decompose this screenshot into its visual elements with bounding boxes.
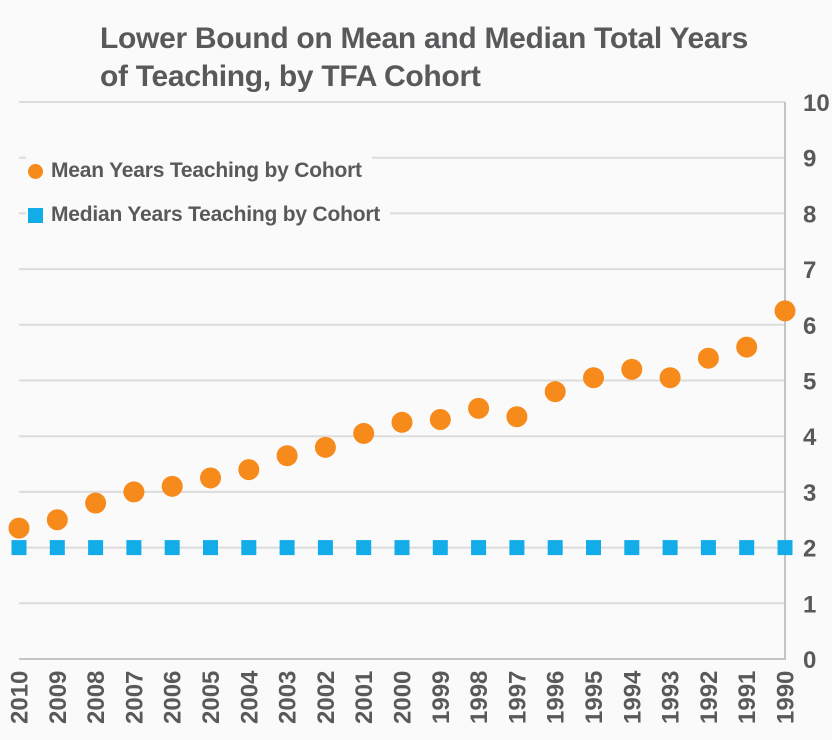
y-tick-label-0: 0 xyxy=(803,647,816,674)
y-tick-label-3: 3 xyxy=(803,480,816,507)
x-tick-label-1995: 1995 xyxy=(581,671,608,724)
x-tick-label-1997: 1997 xyxy=(504,671,531,724)
mean-series-circle-icon xyxy=(28,163,43,179)
y-tick-label-8: 8 xyxy=(803,201,816,228)
data-point-median-2007 xyxy=(126,540,142,556)
chart-title-line-1: Lower Bound on Mean and Median Total Yea… xyxy=(100,22,749,55)
data-point-mean-1999 xyxy=(429,408,451,430)
data-point-mean-2003 xyxy=(276,445,298,467)
legend-label-median: Median Years Teaching by Cohort xyxy=(51,203,381,226)
y-tick-label-1: 1 xyxy=(803,591,816,618)
data-point-mean-1991 xyxy=(736,336,758,358)
data-point-mean-2001 xyxy=(353,422,375,444)
x-tick-label-2009: 2009 xyxy=(45,671,72,724)
y-tick-label-4: 4 xyxy=(803,424,817,451)
legend-label-mean: Mean Years Teaching by Cohort xyxy=(51,159,362,182)
data-point-median-2002 xyxy=(317,540,333,556)
x-tick-label-1996: 1996 xyxy=(543,671,570,724)
data-point-mean-2006 xyxy=(161,475,183,497)
data-point-median-1999 xyxy=(432,540,448,556)
x-tick-label-1999: 1999 xyxy=(428,671,455,724)
data-point-mean-1994 xyxy=(621,358,643,380)
legend-item-median: Median Years Teaching by Cohort xyxy=(26,200,391,230)
data-point-median-2006 xyxy=(164,540,180,556)
data-point-mean-1993 xyxy=(659,367,681,389)
data-point-mean-1992 xyxy=(697,347,719,369)
data-point-median-2008 xyxy=(88,540,104,556)
x-tick-label-2001: 2001 xyxy=(351,671,378,724)
data-point-median-1992 xyxy=(700,540,716,556)
x-tick-label-2007: 2007 xyxy=(121,671,148,724)
x-tick-label-1991: 1991 xyxy=(734,671,761,724)
data-point-mean-2004 xyxy=(238,459,260,481)
data-point-median-2001 xyxy=(356,540,372,556)
y-tick-label-10: 10 xyxy=(803,90,830,117)
data-point-mean-1995 xyxy=(583,367,604,389)
x-tick-label-2008: 2008 xyxy=(83,671,110,724)
data-point-mean-2010 xyxy=(8,517,30,539)
x-tick-label-1990: 1990 xyxy=(773,671,800,724)
data-point-median-1990 xyxy=(777,540,793,556)
x-tick-label-1994: 1994 xyxy=(619,670,646,724)
x-tick-label-2002: 2002 xyxy=(313,671,340,724)
x-tick-label-2010: 2010 xyxy=(7,671,34,724)
data-point-mean-2000 xyxy=(391,411,413,433)
data-point-median-2004 xyxy=(241,540,257,556)
data-point-median-2000 xyxy=(394,540,410,556)
x-tick-label-2000: 2000 xyxy=(390,671,417,724)
x-tick-label-2006: 2006 xyxy=(160,671,187,724)
chart-title: Lower Bound on Mean and Median Total Yea… xyxy=(100,20,748,96)
data-point-mean-1997 xyxy=(506,406,528,428)
data-point-median-2009 xyxy=(49,540,65,556)
x-tick-label-1992: 1992 xyxy=(696,671,723,724)
x-tick-label-1993: 1993 xyxy=(658,671,685,724)
data-point-median-2003 xyxy=(279,540,295,556)
data-point-median-1994 xyxy=(624,540,640,556)
data-point-mean-2005 xyxy=(200,467,221,489)
data-point-median-2005 xyxy=(203,540,218,556)
x-tick-label-1998: 1998 xyxy=(466,671,493,724)
x-tick-label-2003: 2003 xyxy=(275,671,302,724)
data-point-mean-2007 xyxy=(123,481,145,503)
data-point-median-2010 xyxy=(11,540,27,556)
data-point-mean-1998 xyxy=(468,397,490,419)
y-tick-label-6: 6 xyxy=(803,313,816,340)
data-point-median-1998 xyxy=(471,540,487,556)
data-point-median-1996 xyxy=(547,540,563,556)
x-tick-label-2004: 2004 xyxy=(236,670,263,724)
x-tick-label-2005: 2005 xyxy=(198,671,225,724)
data-point-median-1993 xyxy=(662,540,678,556)
data-point-median-1995 xyxy=(586,540,601,556)
median-series-square-icon xyxy=(28,207,43,223)
data-point-mean-2008 xyxy=(85,492,107,514)
legend-item-mean: Mean Years Teaching by Cohort xyxy=(26,156,372,186)
y-tick-label-2: 2 xyxy=(803,536,816,563)
data-point-mean-1996 xyxy=(544,381,566,403)
data-point-median-1997 xyxy=(509,540,525,556)
data-point-median-1991 xyxy=(739,540,755,556)
y-tick-label-7: 7 xyxy=(803,257,816,284)
chart-title-line-2: of Teaching, by TFA Cohort xyxy=(100,60,481,93)
data-point-mean-2002 xyxy=(314,436,336,458)
y-tick-label-5: 5 xyxy=(803,369,816,396)
data-point-mean-1990 xyxy=(774,300,796,322)
y-tick-label-9: 9 xyxy=(803,146,816,173)
data-point-mean-2009 xyxy=(46,509,68,531)
